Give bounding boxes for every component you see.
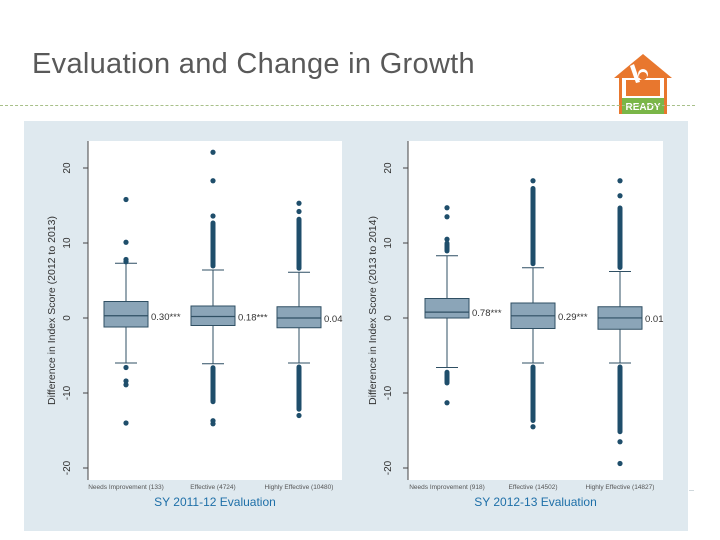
outlier-cluster-high: [210, 220, 216, 269]
outlier-point: [296, 208, 302, 215]
outlier-point: [617, 460, 623, 467]
outlier-cluster-low: [296, 364, 302, 412]
box-1: 0.30*** Needs Improvement (133): [88, 196, 181, 491]
box-3: 0.04 Highly Effective (10480): [265, 200, 343, 491]
outlier-point: [210, 397, 216, 404]
outlier-point: [123, 196, 129, 203]
outlier-cluster-low: [530, 364, 536, 423]
median-annotation: 0.29***: [558, 312, 588, 323]
box-iqr: [424, 298, 470, 319]
x-axis-label: SY 2011-12 Evaluation: [154, 495, 276, 509]
median-annotation: 0.04: [324, 314, 343, 325]
y-tick-label: -20: [383, 460, 394, 475]
outlier-cluster-high: [444, 240, 450, 254]
logo-banner: [622, 98, 664, 114]
slide-title: Evaluation and Change in Growth: [32, 48, 475, 80]
outlier-point: [444, 400, 450, 406]
box-iqr: [103, 301, 149, 328]
outlier-point: [296, 412, 302, 419]
y-tick-label: 0: [62, 315, 73, 321]
outlier-point: [210, 149, 216, 155]
outlier-cluster-high: [296, 216, 302, 271]
median-annotation: 0.78***: [472, 308, 502, 319]
y-tick-label: -10: [383, 385, 394, 400]
title-divider: [0, 105, 695, 106]
y-tick-label: 10: [62, 237, 73, 249]
outlier-cluster-low: [617, 364, 623, 435]
outlier-point: [123, 378, 129, 384]
box-iqr: [276, 306, 322, 329]
y-tick-label: 20: [62, 162, 73, 174]
x-category-label: Needs Improvement (133): [88, 484, 164, 491]
y-tick-label: 10: [383, 237, 394, 249]
y-tick-label: -20: [62, 460, 73, 475]
x-category-label: Highly Effective (10480): [265, 484, 334, 491]
median-annotation: 0.30***: [151, 312, 181, 323]
outlier-point: [530, 178, 536, 184]
chart-1: -20 -10 0 10 20 Difference in Index Score (20…: [46, 141, 343, 509]
median-annotation: 0.01: [645, 314, 664, 325]
x-category-label: Effective (4724): [190, 484, 235, 491]
box-iqr: [190, 305, 236, 326]
outlier-point: [444, 214, 450, 220]
outlier-point: [617, 439, 623, 445]
outlier-point: [123, 420, 129, 426]
box-1: 0.78*** Needs Improvement (918): [409, 205, 502, 491]
box-2: 0.29*** Effective (14502): [508, 178, 588, 491]
box-3: 0.01 Highly Effective (14827): [586, 178, 664, 491]
outlier-point: [123, 259, 129, 265]
outlier-point: [530, 424, 536, 430]
ready-logo-icon: READY: [614, 54, 672, 114]
outlier-point: [444, 205, 450, 211]
outlier-cluster-low: [444, 369, 450, 386]
outlier-point: [296, 200, 302, 206]
x-category-label: Highly Effective (14827): [586, 484, 655, 491]
outlier-point: [210, 213, 216, 219]
outlier-point: [210, 178, 216, 184]
median-annotation: 0.18***: [238, 313, 268, 324]
outlier-point: [123, 239, 129, 245]
y-tick-label: 20: [383, 162, 394, 174]
outlier-point: [444, 236, 450, 242]
chart-2: -20 -10 0 10 20 Difference in Index Score (20…: [367, 141, 664, 509]
y-axis-label: Difference in Index Score (2012 to 2013): [46, 216, 58, 405]
outlier-point: [617, 178, 623, 184]
y-tick-label: -10: [62, 385, 73, 400]
outlier-cluster-high: [530, 186, 536, 267]
outlier-point: [123, 364, 129, 371]
logo-text: READY: [625, 102, 660, 113]
outlier-point: [210, 421, 216, 427]
outlier-point: [123, 382, 129, 388]
y-tick-label: 0: [383, 315, 394, 321]
outlier-cluster-high: [617, 205, 623, 270]
box-2: 0.18*** Effective (4724): [190, 149, 268, 491]
x-category-label: Needs Improvement (918): [409, 484, 485, 491]
outlier-point: [617, 193, 623, 199]
x-category-label: Effective (14502): [508, 484, 557, 491]
y-axis-label: Difference in Index Score (2013 to 2014): [367, 216, 379, 405]
outlier-cluster-low: [210, 365, 216, 405]
x-axis-label: SY 2012-13 Evaluation: [474, 495, 597, 509]
